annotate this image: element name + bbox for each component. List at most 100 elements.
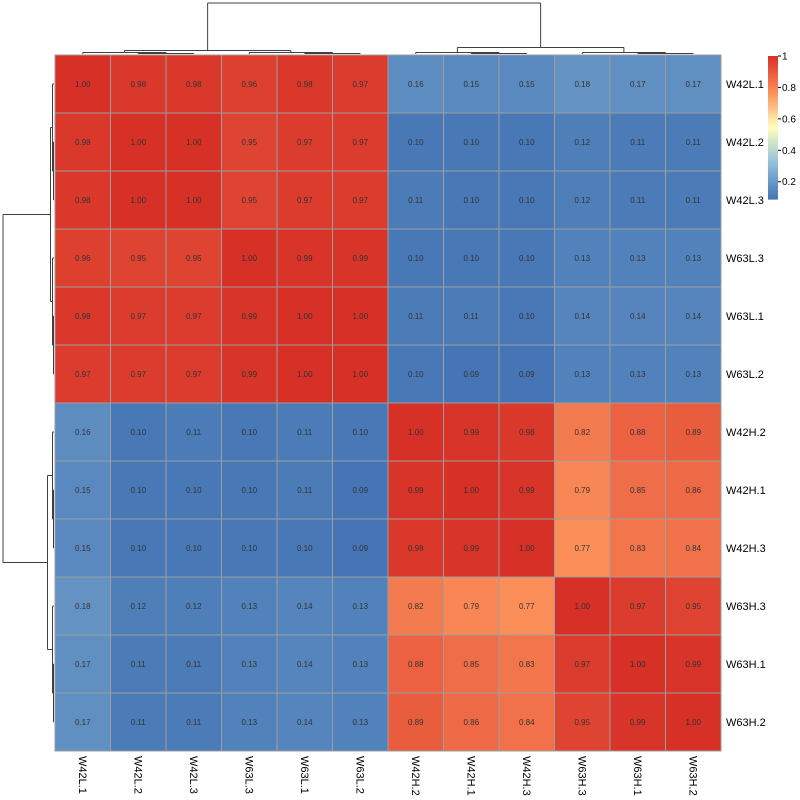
column-label: W42H.3 — [520, 756, 532, 796]
cell-value-label: 1.00 — [408, 428, 424, 437]
cell-value-label: 0.97 — [352, 138, 368, 147]
cell-value-label: 0.10 — [241, 486, 257, 495]
legend-color-step — [768, 113, 778, 116]
heatmap-cell — [332, 634, 389, 694]
heatmap-cell — [110, 286, 167, 346]
heatmap-cell — [276, 344, 333, 404]
cell-value-label: 0.98 — [297, 80, 313, 89]
heatmap-cell — [498, 460, 555, 520]
row-labels: W42L.1 W42L.2 W42L.3 W63L.3 W63L.1 W63L.2 W42H… — [726, 79, 766, 729]
cell-value-label: 0.11 — [630, 138, 646, 147]
legend-color-step — [768, 149, 778, 153]
cell-value-label: 0.83 — [630, 544, 646, 553]
cell-value-label: 0.13 — [630, 254, 646, 263]
cell-value-label: 0.97 — [574, 660, 590, 669]
cell-value-label: 1.00 — [186, 196, 202, 205]
heatmap-cell — [387, 112, 444, 172]
heatmap-cell — [498, 692, 555, 752]
heatmap-cell — [165, 692, 222, 752]
cell-value-label: 0.11 — [686, 196, 702, 205]
cell-value-label: 0.89 — [408, 718, 424, 727]
cell-value-label: 0.10 — [130, 544, 146, 553]
row-label: W63L.1 — [726, 311, 764, 323]
cell-value-label: 0.09 — [352, 544, 368, 553]
legend-color-step — [768, 125, 778, 129]
cell-value-label: 0.15 — [75, 486, 91, 495]
cell-value-label: 0.99 — [241, 312, 257, 321]
heatmap-cell — [443, 460, 500, 520]
legend-color-step — [768, 60, 778, 63]
legend-color-step — [768, 141, 778, 145]
heatmap-cell — [443, 344, 500, 404]
cell-value-label: 1.00 — [241, 254, 257, 263]
heatmap-cell — [221, 54, 278, 114]
heatmap-cell — [498, 228, 555, 288]
heatmap-cell — [276, 228, 333, 288]
heatmap-cell — [276, 634, 333, 694]
heatmap-cell — [387, 460, 444, 520]
heatmap-cell — [165, 112, 222, 172]
heatmap-cell — [332, 692, 389, 752]
cell-value-label: 0.14 — [297, 718, 313, 727]
heatmap-cell — [276, 112, 333, 172]
cell-value-label: 0.11 — [186, 428, 202, 437]
row-label: W63L.3 — [726, 253, 764, 265]
cell-value-label: 0.84 — [519, 718, 535, 727]
cell-value-label: 0.11 — [186, 660, 202, 669]
cell-value-label: 0.10 — [408, 370, 424, 379]
heatmap-cell — [665, 692, 722, 752]
cell-value-label: 1.00 — [519, 544, 535, 553]
column-label: W63L.2 — [353, 756, 365, 794]
legend-color-step — [768, 184, 778, 188]
legend-color-step — [768, 107, 778, 110]
legend-color-step — [768, 156, 778, 159]
legend-color-step — [768, 64, 778, 67]
legend-color-step — [768, 145, 778, 149]
legend-color-step — [768, 135, 778, 139]
legend-color-step — [768, 119, 778, 122]
cell-value-label: 0.88 — [408, 660, 424, 669]
legend-color-step — [768, 131, 778, 135]
cell-value-label: 0.97 — [186, 370, 202, 379]
legend-color-step — [768, 139, 778, 143]
cell-value-label: 0.96 — [75, 254, 91, 263]
cell-value-label: 0.10 — [241, 428, 257, 437]
heatmap-cell — [54, 112, 111, 172]
column-label: W42L.2 — [131, 756, 143, 794]
legend-color-step — [768, 133, 778, 137]
cell-value-label: 0.13 — [685, 254, 701, 263]
column-label: W63L.3 — [242, 756, 254, 794]
cell-value-label: 1.00 — [186, 138, 202, 147]
heatmap-cell — [609, 228, 666, 288]
color-legend: 1 0.8 0.6 0.4 0.2 — [768, 52, 796, 200]
legend-color-step — [768, 100, 778, 104]
heatmap-cell — [443, 286, 500, 346]
legend-color-step — [768, 147, 778, 151]
cell-value-label: 0.10 — [519, 312, 535, 321]
cell-value-label: 0.85 — [463, 660, 479, 669]
cell-value-label: 0.99 — [463, 544, 479, 553]
heatmap-cell — [54, 576, 111, 636]
legend-color-step — [768, 109, 778, 112]
cell-value-label: 0.10 — [463, 138, 479, 147]
legend-color-step — [768, 105, 778, 108]
heatmap-cell — [276, 576, 333, 636]
heatmap-cell — [665, 460, 722, 520]
heatmap-cell — [609, 692, 666, 752]
cell-value-label: 0.98 — [75, 138, 91, 147]
cell-value-label: 0.98 — [75, 312, 91, 321]
heatmap-cell — [54, 518, 111, 578]
heatmap-cell — [332, 344, 389, 404]
heatmap-cell — [110, 460, 167, 520]
cell-value-label: 0.97 — [630, 602, 646, 611]
heatmap-cell — [554, 518, 611, 578]
heatmap-cell — [332, 518, 389, 578]
heatmap-cell — [665, 576, 722, 636]
legend-color-step — [768, 74, 778, 78]
cell-value-label: 0.96 — [241, 80, 257, 89]
cell-value-label: 0.14 — [297, 602, 313, 611]
cell-value-label: 0.13 — [630, 370, 646, 379]
cell-value-label: 0.17 — [630, 80, 646, 89]
legend-color-step — [768, 190, 778, 194]
heatmap-cell — [387, 692, 444, 752]
